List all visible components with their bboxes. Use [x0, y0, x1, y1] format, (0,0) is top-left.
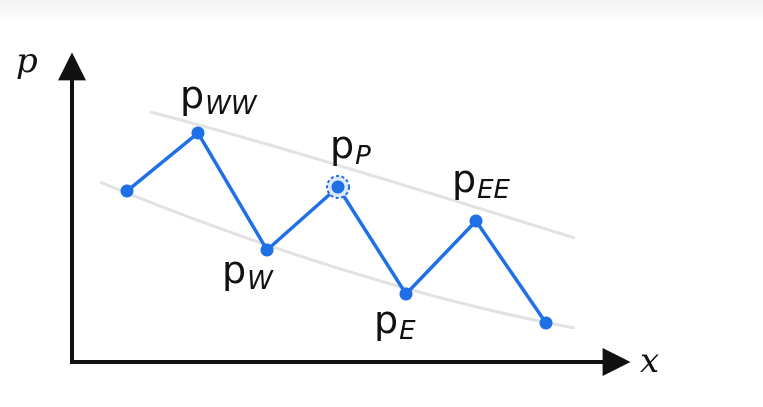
- label-e-sub: E: [399, 316, 416, 346]
- label-ww: pWW: [180, 73, 258, 121]
- label-ee-base: p: [452, 157, 476, 201]
- label-p-base: p: [330, 123, 354, 167]
- point-start: [120, 184, 134, 198]
- point-ee: [469, 214, 483, 228]
- point-ww: [191, 126, 205, 140]
- point-e: [399, 287, 413, 301]
- label-ww-base: p: [180, 73, 204, 117]
- label-ee: pEE: [452, 157, 511, 205]
- y-axis-label: p: [16, 41, 38, 81]
- label-w: pW: [222, 248, 274, 296]
- upper-guide-curve: [149, 110, 576, 240]
- label-e-base: p: [374, 298, 398, 342]
- label-ee-sub: EE: [477, 175, 510, 205]
- point-w: [260, 243, 274, 257]
- label-w-sub: W: [247, 266, 274, 296]
- x-axis-label: x: [640, 341, 659, 381]
- label-p-sub: P: [355, 141, 371, 171]
- label-ww-sub: WW: [205, 91, 258, 121]
- label-e: pE: [374, 298, 416, 346]
- label-p: pP: [330, 123, 371, 171]
- point-p: [331, 180, 345, 194]
- label-w-base: p: [222, 248, 246, 292]
- point-end: [539, 316, 553, 330]
- lower-guide-curve: [99, 180, 576, 330]
